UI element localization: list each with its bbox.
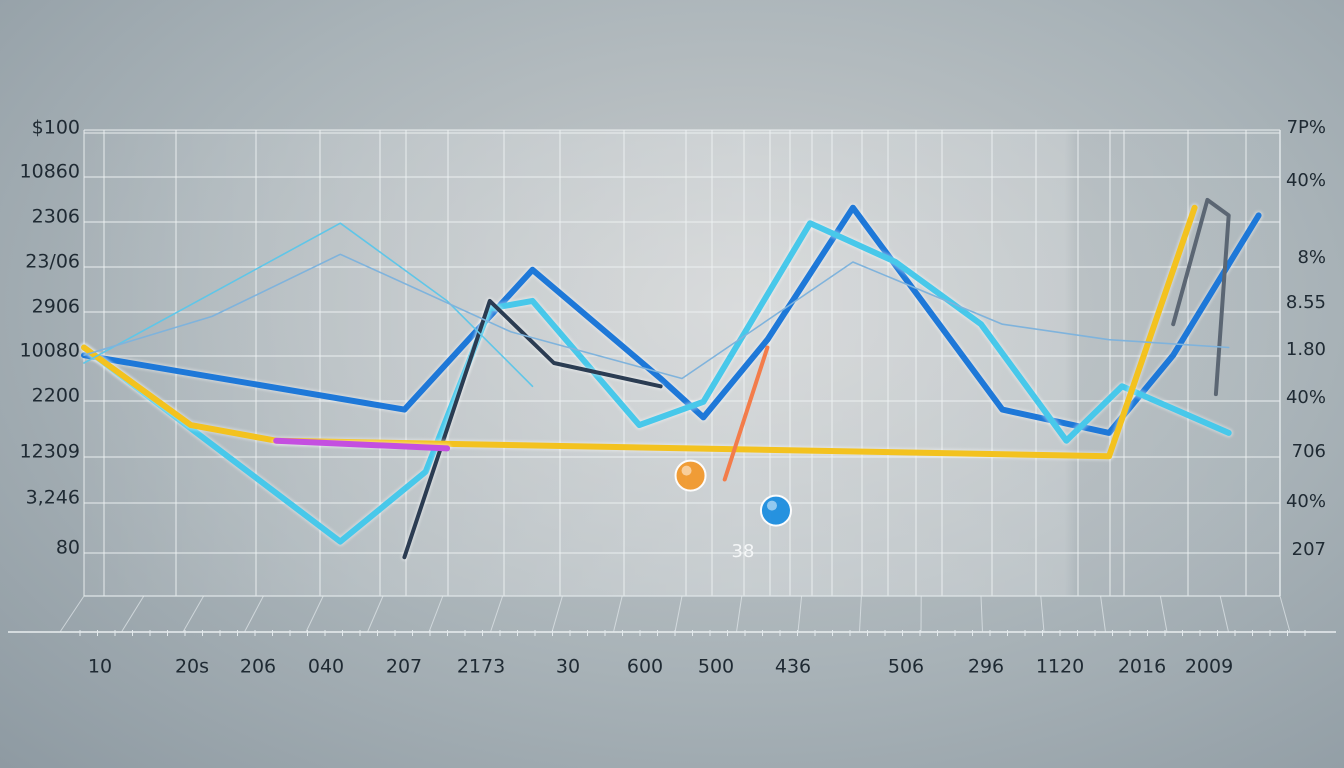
series-line bbox=[1171, 197, 1231, 397]
y-left-tick-label: 80 bbox=[56, 537, 80, 559]
y-right-tick-label: 706 bbox=[1292, 441, 1326, 462]
x-tick-label: 2009 bbox=[1185, 656, 1233, 678]
floor-line bbox=[674, 595, 683, 633]
y-left-tick-label: 2906 bbox=[32, 296, 80, 318]
y-left-tick-label: 23/06 bbox=[25, 251, 80, 273]
y-right-tick-label: 8% bbox=[1297, 247, 1326, 268]
y-left-tick-label: 3,246 bbox=[26, 487, 80, 509]
marker-layer bbox=[674, 459, 792, 527]
series-line bbox=[83, 222, 534, 388]
floor-line bbox=[305, 595, 324, 633]
x-tick-label: 20s bbox=[175, 656, 209, 678]
y-right-tick-label: 207 bbox=[1292, 539, 1326, 560]
y-axis-right: 7P% 40% 8% 8.55 1.80 40% 706 40% 207 bbox=[1279, 117, 1326, 596]
floor-line bbox=[980, 595, 983, 633]
y-axis-left: $100 10860 2306 23/06 2906 10080 2200 12309 3,24… bbox=[20, 117, 80, 559]
x-tick-label: 2173 bbox=[457, 656, 505, 678]
series-line bbox=[83, 253, 1230, 380]
floor-line bbox=[736, 595, 743, 633]
x-tick-label: 506 bbox=[888, 656, 924, 678]
y-right-tick-label: 1.80 bbox=[1286, 339, 1326, 360]
y-right-tick-label: 7P% bbox=[1287, 117, 1326, 138]
y-left-tick-label: 10080 bbox=[20, 340, 80, 362]
y-right-tick-label: 40% bbox=[1286, 170, 1326, 191]
chart-annotation: 38 bbox=[732, 541, 755, 562]
y-right-tick-label: 40% bbox=[1286, 491, 1326, 512]
y-left-tick-label: 2200 bbox=[32, 385, 80, 407]
x-tick-label: 436 bbox=[775, 656, 811, 678]
x-tick-label: 600 bbox=[627, 656, 663, 678]
floor-line bbox=[367, 595, 384, 633]
y-left-tick-label: 2306 bbox=[32, 206, 80, 228]
floor-line bbox=[428, 595, 444, 633]
floor-line bbox=[859, 595, 862, 633]
x-tick-label: 500 bbox=[698, 656, 734, 678]
series-line bbox=[81, 220, 1232, 545]
floor-line bbox=[121, 595, 145, 633]
floor-line bbox=[1159, 595, 1168, 633]
floor-line bbox=[613, 595, 623, 633]
plot-background bbox=[84, 130, 1280, 596]
series-layer bbox=[79, 197, 1264, 561]
x-tick-label: 040 bbox=[308, 656, 344, 678]
floor-line bbox=[490, 595, 504, 633]
y-left-tick-label: 12309 bbox=[20, 441, 80, 463]
floor-line bbox=[1279, 595, 1291, 633]
floor-line bbox=[182, 595, 205, 633]
x-tick-label: 206 bbox=[240, 656, 276, 678]
data-point-marker bbox=[759, 494, 792, 527]
y-right-tick-label: 40% bbox=[1286, 387, 1326, 408]
floor-line bbox=[1219, 595, 1229, 633]
floor-line bbox=[797, 595, 803, 633]
x-axis: 10 20s 206 040 207 2173 30 600 500 436 506 296 1120 2… bbox=[88, 656, 1233, 678]
x-tick-label: 30 bbox=[556, 656, 580, 678]
x-tick-label: 296 bbox=[968, 656, 1004, 678]
y-left-tick-label: 10860 bbox=[20, 161, 80, 183]
series-line bbox=[273, 437, 451, 452]
perspective-floor bbox=[8, 595, 1336, 636]
data-point-marker bbox=[674, 459, 707, 492]
floor-line bbox=[1040, 595, 1045, 633]
floor-line bbox=[1100, 595, 1106, 633]
floor-line bbox=[551, 595, 563, 633]
x-tick-label: 10 bbox=[88, 656, 112, 678]
floor-line bbox=[244, 595, 264, 633]
x-tick-label: 1120 bbox=[1036, 656, 1084, 678]
y-left-tick-label: $100 bbox=[32, 117, 80, 139]
series-line bbox=[402, 298, 663, 560]
series-line bbox=[722, 345, 770, 482]
x-tick-label: 2016 bbox=[1118, 656, 1166, 678]
series-line bbox=[81, 204, 1198, 460]
floor-line bbox=[59, 595, 85, 633]
x-tick-label: 207 bbox=[386, 656, 422, 678]
y-right-tick-label: 8.55 bbox=[1286, 292, 1326, 313]
